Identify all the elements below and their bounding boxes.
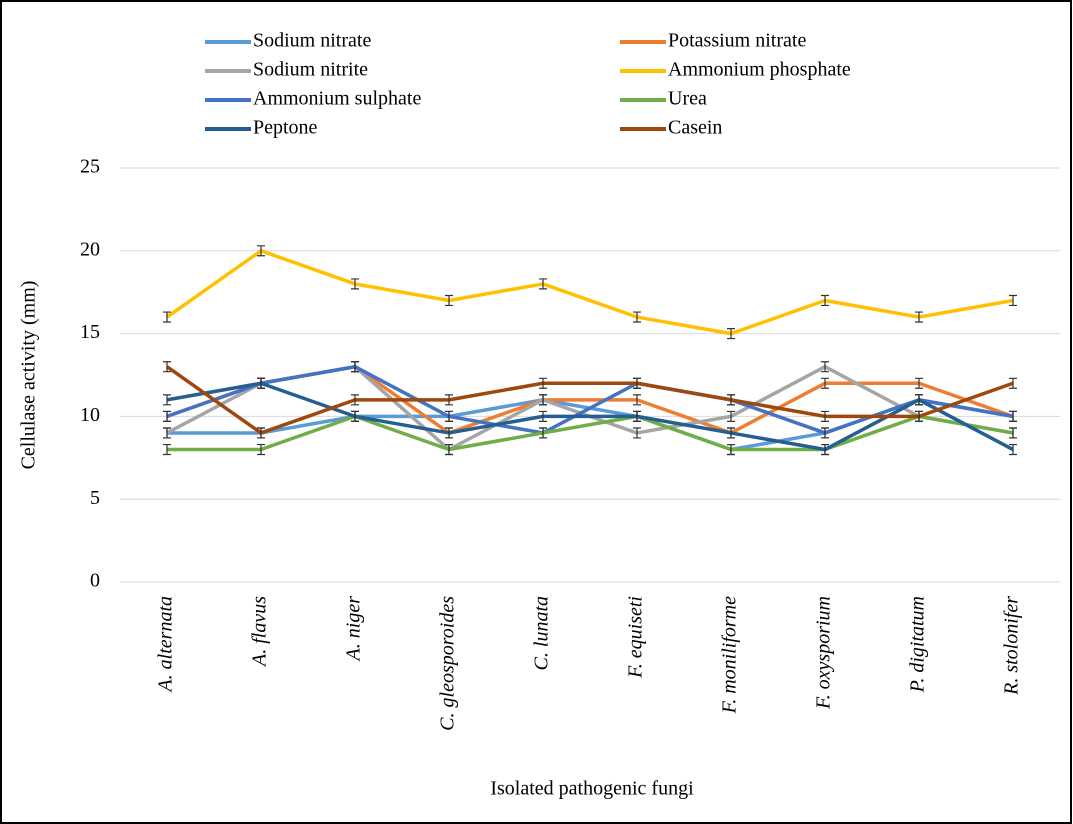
error-bar (351, 410, 359, 422)
error-bar (915, 311, 923, 323)
error-bar (163, 394, 171, 406)
error-bar (539, 394, 547, 406)
error-bar (821, 377, 829, 389)
error-bar (821, 361, 829, 373)
error-bar (257, 245, 265, 257)
x-tick-label: F. equiseti (625, 596, 647, 679)
error-bar (445, 443, 453, 456)
series-line (165, 249, 1014, 336)
legend-label: Sodium nitrate (253, 30, 371, 52)
y-tick-label: 15 (80, 321, 100, 343)
x-tick-label: P. digitatum (907, 596, 929, 693)
error-bar (821, 443, 829, 456)
error-bar (727, 427, 735, 439)
error-bar (633, 377, 641, 389)
error-bar (163, 443, 171, 456)
error-bar (163, 410, 171, 422)
error-bar (257, 427, 265, 439)
error-bar (445, 394, 453, 406)
error-bar (633, 311, 641, 323)
error-bar (163, 361, 171, 373)
error-bar (821, 427, 829, 439)
y-tick-label: 0 (90, 570, 100, 592)
legend-label: Peptone (253, 117, 318, 139)
series-line (167, 414, 1014, 452)
x-tick-label: R. stolonifer (1001, 596, 1023, 696)
error-bar (1009, 427, 1017, 439)
x-tick-label: A. flavus (249, 596, 271, 668)
error-bar (539, 410, 547, 422)
error-bar (163, 311, 171, 323)
y-tick-label: 10 (80, 404, 100, 426)
error-bar (163, 427, 171, 439)
error-bar (915, 377, 923, 389)
x-axis-title: Isolated pathogenic fungi (490, 778, 694, 800)
error-bar (351, 394, 359, 406)
error-bar (633, 427, 641, 439)
error-bar (257, 377, 265, 389)
error-bar (257, 443, 265, 456)
legend-label: Potassium nitrate (668, 30, 806, 52)
error-bar (633, 410, 641, 422)
error-bar (351, 361, 359, 373)
error-bar (445, 294, 453, 307)
error-bar (1009, 294, 1017, 307)
error-bar (445, 427, 453, 439)
error-bar (1009, 377, 1017, 389)
error-bar (539, 377, 547, 389)
y-tick-label: 20 (80, 238, 100, 260)
error-bar (445, 410, 453, 422)
error-bar (727, 328, 735, 340)
error-bar (633, 394, 641, 406)
series-line (166, 381, 1014, 452)
error-bar (1009, 443, 1017, 456)
error-bar (727, 410, 735, 422)
x-tick-label: F. moniliforme (719, 596, 741, 715)
x-tick-label: C. lunata (531, 596, 553, 670)
legend-label: Casein (668, 117, 722, 139)
y-tick-label: 25 (80, 156, 100, 178)
error-bar (1009, 410, 1017, 422)
error-bar (727, 443, 735, 456)
error-bar (915, 394, 923, 406)
y-tick-label: 5 (90, 487, 100, 509)
legend-label: Urea (668, 88, 707, 110)
y-axis-title: Cellulase activity (mm) (18, 281, 40, 470)
error-bar (539, 427, 547, 439)
error-bar (539, 278, 547, 290)
x-tick-label: F. oxysporium (813, 596, 835, 710)
x-tick-label: C. gleosporoides (437, 596, 459, 731)
legend-label: Sodium nitrite (253, 59, 368, 81)
x-tick-label: A. alternata (155, 596, 177, 694)
error-bar (351, 278, 359, 290)
error-bar (915, 410, 923, 422)
x-tick-label: A. niger (343, 596, 365, 663)
error-bar (821, 410, 829, 422)
error-bar (821, 294, 829, 307)
legend-label: Ammonium sulphate (253, 88, 421, 110)
legend-label: Ammonium phosphate (668, 59, 851, 81)
error-bar (727, 394, 735, 406)
series-line (165, 365, 1014, 435)
